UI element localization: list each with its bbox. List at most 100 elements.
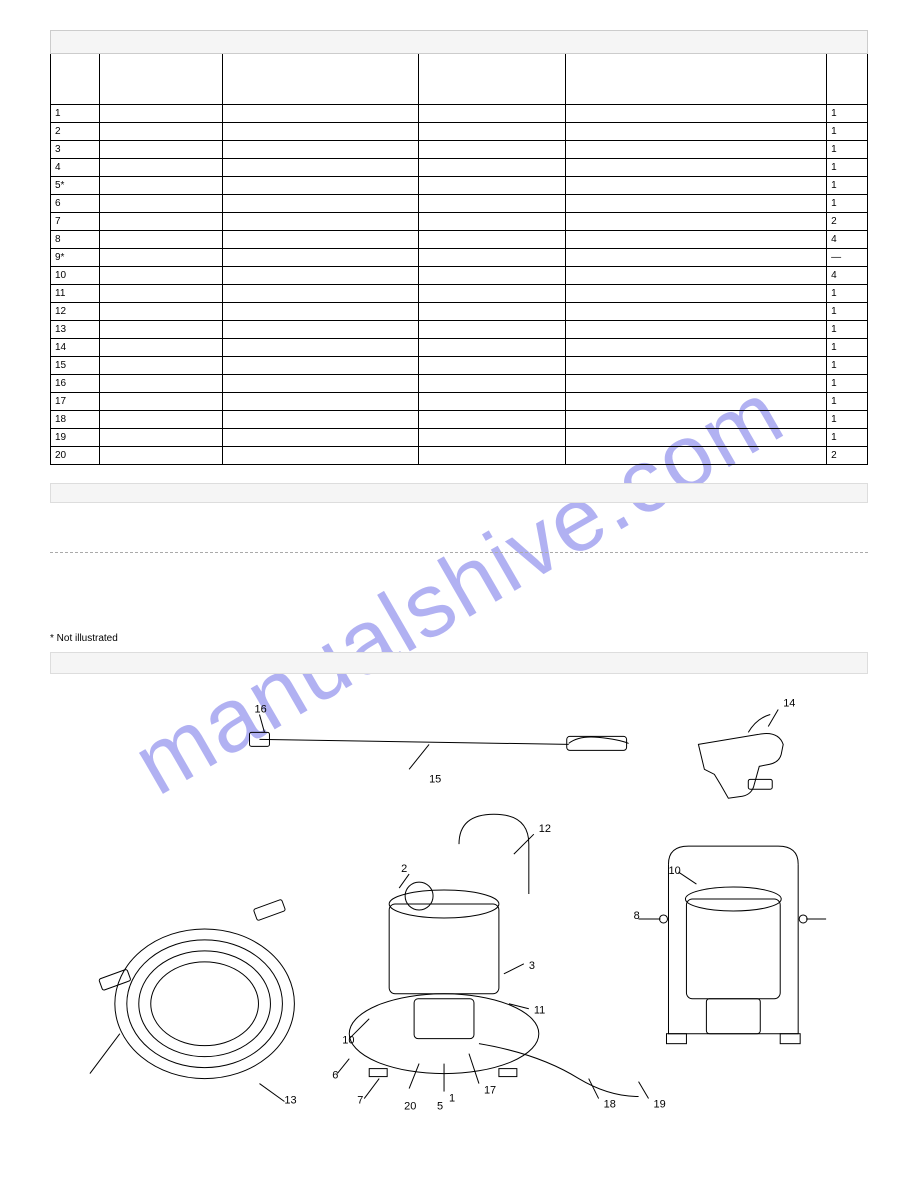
table-cell [418, 392, 565, 410]
parts-table: 112131415*16172849*—10411112113114115116… [50, 54, 868, 465]
table-cell: 4 [51, 158, 100, 176]
table-cell: 1 [827, 122, 868, 140]
tools-section [50, 483, 868, 603]
table-cell [565, 284, 826, 302]
parts-table-body: 112131415*16172849*—10411112113114115116… [51, 104, 868, 464]
table-cell [222, 284, 418, 302]
table-row: 19 1 [51, 428, 868, 446]
table-cell [100, 428, 223, 446]
table-cell: 2 [51, 122, 100, 140]
table-cell [100, 158, 223, 176]
label-1: 1 [449, 1092, 455, 1104]
table-cell: 19 [51, 428, 100, 446]
table-cell: 18 [51, 410, 100, 428]
table-cell [565, 194, 826, 212]
table-cell [418, 320, 565, 338]
table-cell: 1 [827, 140, 868, 158]
table-cell: 12 [51, 302, 100, 320]
table-row: 161 [51, 374, 868, 392]
table-cell [418, 230, 565, 248]
table-cell [418, 248, 565, 266]
table-row: 111 [51, 284, 868, 302]
table-cell [565, 446, 826, 464]
table-cell [100, 446, 223, 464]
table-cell: 1 [827, 158, 868, 176]
table-cell [222, 140, 418, 158]
tools-header [50, 483, 868, 503]
table-cell: 9* [51, 248, 100, 266]
parts-table-header-row [51, 54, 868, 104]
table-cell [565, 338, 826, 356]
table-cell [100, 284, 223, 302]
table-cell [100, 122, 223, 140]
table-cell [222, 104, 418, 122]
table-cell: 1 [827, 176, 868, 194]
label-6: 6 [332, 1069, 338, 1081]
table-cell [100, 410, 223, 428]
table-cell [565, 356, 826, 374]
table-cell [100, 374, 223, 392]
table-cell [418, 176, 565, 194]
table-row: 121 [51, 302, 868, 320]
table-cell: 1 [827, 428, 868, 446]
table-cell [418, 338, 565, 356]
table-cell [100, 176, 223, 194]
asterisk-note: * Not illustrated [50, 633, 868, 644]
table-cell [222, 338, 418, 356]
table-cell [100, 104, 223, 122]
table-row: 202 [51, 446, 868, 464]
table-cell: 5* [51, 176, 100, 194]
table-cell: 11 [51, 284, 100, 302]
table-cell [222, 230, 418, 248]
table-cell [418, 302, 565, 320]
table-row: 5* 1 [51, 176, 868, 194]
table-cell [222, 194, 418, 212]
table-cell: 17 [51, 392, 100, 410]
table-cell [100, 248, 223, 266]
table-row: 41 [51, 158, 868, 176]
table-cell [565, 212, 826, 230]
table-row: 171 [51, 392, 868, 410]
table-cell [222, 302, 418, 320]
col-desc1 [222, 54, 418, 104]
table-cell: 7 [51, 212, 100, 230]
table-cell: 2 [827, 446, 868, 464]
label-5: 5 [437, 1100, 443, 1112]
table-cell: 1 [827, 356, 868, 374]
table-row: 11 [51, 104, 868, 122]
table-row: 151 [51, 356, 868, 374]
table-cell [222, 248, 418, 266]
tools-text [50, 503, 868, 553]
label-19: 19 [654, 1098, 666, 1110]
wand-drawing [250, 732, 629, 750]
col-qty [827, 54, 868, 104]
carton-header [50, 652, 868, 674]
table-row: 72 [51, 212, 868, 230]
label-15: 15 [429, 773, 441, 785]
table-row: 21 [51, 122, 868, 140]
table-cell: 10 [51, 266, 100, 284]
label-20: 20 [404, 1100, 416, 1112]
table-cell: 1 [827, 374, 868, 392]
assembly-diagram: 16 15 14 13 2 12 3 11 10 6 7 20 5 1 17 1… [50, 684, 868, 1134]
table-cell [100, 194, 223, 212]
table-cell: 1 [827, 104, 868, 122]
table-cell: — [827, 248, 868, 266]
table-cell [100, 320, 223, 338]
table-cell [100, 338, 223, 356]
page-content: 112131415*16172849*—10411112113114115116… [0, 0, 918, 1154]
table-row: 131 [51, 320, 868, 338]
label-18: 18 [604, 1098, 616, 1110]
table-row: 104 [51, 266, 868, 284]
table-cell [222, 320, 418, 338]
table-cell [418, 122, 565, 140]
table-cell [565, 320, 826, 338]
table-cell: 6 [51, 194, 100, 212]
label-10b: 10 [668, 865, 680, 877]
table-cell [565, 410, 826, 428]
table-cell: 1 [51, 104, 100, 122]
table-cell [100, 230, 223, 248]
table-cell [222, 212, 418, 230]
table-cell [565, 392, 826, 410]
table-cell [100, 212, 223, 230]
